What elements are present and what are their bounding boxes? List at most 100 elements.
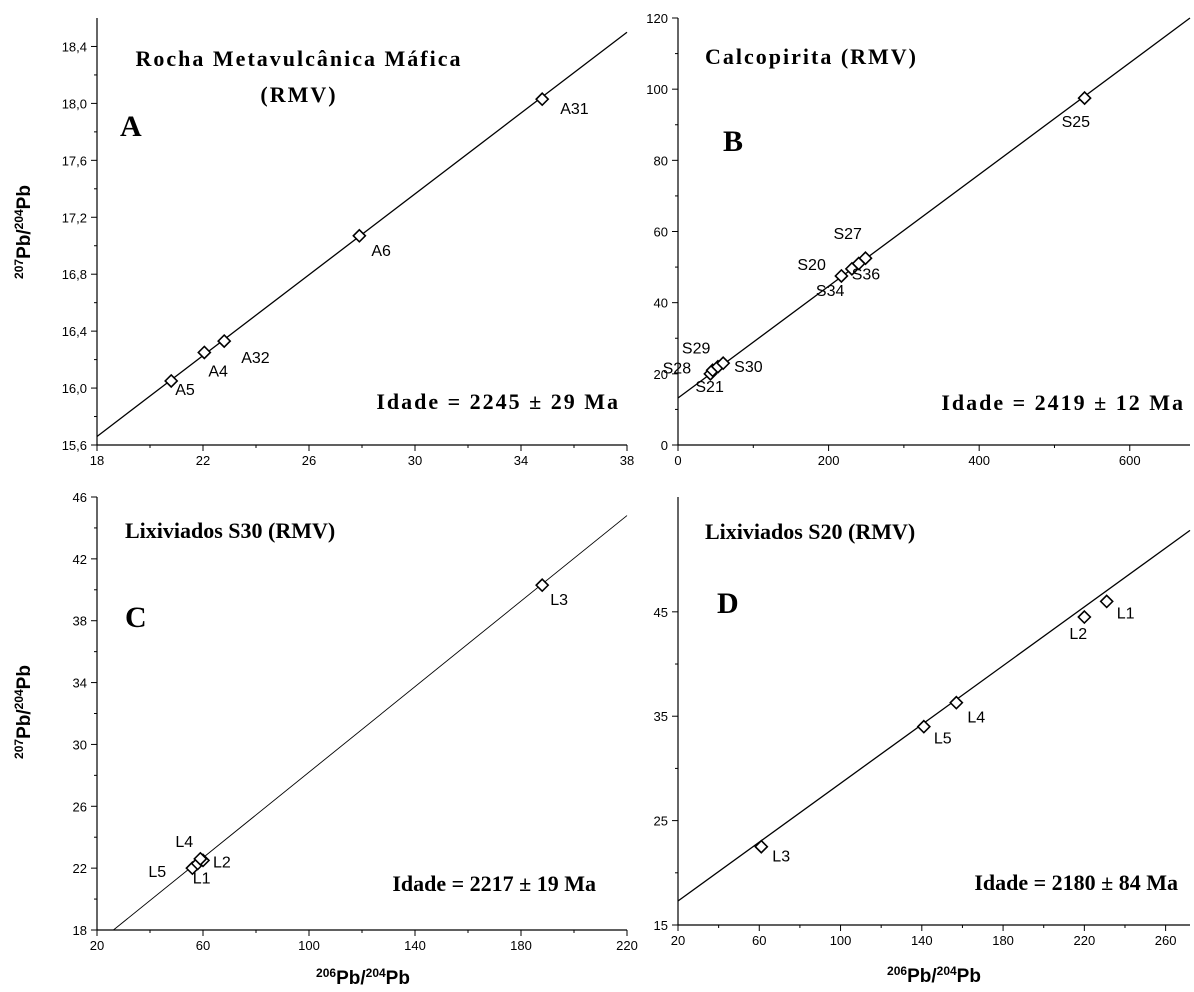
- element-text: Pb: [957, 966, 981, 987]
- data-point-l3: [754, 839, 769, 854]
- y-tick-label: 15: [654, 918, 668, 933]
- mass-number: 204: [366, 966, 386, 980]
- point-label-s30: S30: [734, 359, 763, 376]
- mass-number: 204: [937, 964, 957, 978]
- data-point-a6: [352, 228, 367, 243]
- x-tick-label: 600: [1119, 453, 1141, 468]
- x-tick-label: 20: [90, 938, 104, 953]
- x-tick-label: 200: [818, 453, 840, 468]
- y-tick-label: 80: [654, 153, 668, 168]
- y-tick-label: 40: [654, 296, 668, 311]
- panel-title: Calcopirita (RMV): [705, 44, 918, 69]
- y-tick-label: 38: [73, 614, 87, 629]
- mass-number: 207: [12, 259, 26, 279]
- y-tick-label: 25: [654, 814, 668, 829]
- x-axis-label-left: 206Pb/204Pb: [316, 966, 410, 989]
- x-tick-label: 140: [404, 938, 426, 953]
- point-label-s25: S25: [1062, 114, 1091, 131]
- age-annotation: Idade = 2217 ± 19 Ma: [392, 871, 596, 896]
- data-point-l5: [916, 719, 931, 734]
- panel-a: 18 22 26 30 34 38 15,6 16,0 16,4 16,8 17,2 17,6 18,0…: [62, 18, 634, 468]
- x-tick-label: 26: [302, 453, 316, 468]
- element-text: Pb: [386, 968, 410, 989]
- element-text: Pb: [14, 185, 35, 209]
- x-tick-label: 100: [830, 933, 852, 948]
- x-tick-label: 260: [1155, 933, 1177, 948]
- point-label-l5: L5: [934, 731, 952, 748]
- element-text: Pb: [14, 665, 35, 689]
- y-tick-label: 60: [654, 225, 668, 240]
- element-text: Pb/: [907, 966, 937, 987]
- y-tick-label: 17,6: [62, 153, 87, 168]
- panel-letter: B: [723, 125, 743, 158]
- y-tick-label: 20: [654, 367, 668, 382]
- y-tick-label: 26: [73, 799, 87, 814]
- y-tick-label: 35: [654, 709, 668, 724]
- y-tick-label: 18,4: [62, 39, 87, 54]
- x-tick-label: 180: [992, 933, 1014, 948]
- age-annotation: Idade = 2180 ± 84 Ma: [974, 870, 1178, 895]
- panel-letter: D: [717, 587, 739, 620]
- y-tick-label: 100: [646, 82, 668, 97]
- panel-letter: C: [125, 601, 147, 634]
- point-label-l1: L1: [193, 871, 211, 888]
- point-label-l4: L4: [967, 710, 985, 727]
- x-tick-label: 100: [298, 938, 320, 953]
- point-label-s28: S28: [663, 360, 692, 377]
- y-tick-label: 16,4: [62, 324, 87, 339]
- data-point-a5: [164, 373, 179, 389]
- y-axis-label-top: 207Pb/204Pb: [12, 185, 35, 279]
- data-point-l3: [535, 578, 550, 593]
- x-axis-label-right: 206Pb/204Pb: [887, 964, 981, 987]
- panel-title: Rocha Metavulcânica Máfica: [136, 46, 463, 71]
- point-label-s29: S29: [682, 341, 711, 358]
- y-tick-label: 16,8: [62, 267, 87, 282]
- data-point-a31: [535, 91, 550, 107]
- element-text: Pb/: [336, 968, 366, 989]
- y-tick-label: 46: [73, 490, 87, 505]
- panel-title: Lixiviados S30 (RMV): [125, 518, 335, 543]
- point-label-a6: A6: [371, 243, 391, 260]
- x-tick-label: 22: [196, 453, 210, 468]
- data-point-l1: [1099, 594, 1114, 609]
- x-tick-label: 140: [911, 933, 933, 948]
- point-label-l4: L4: [175, 834, 193, 851]
- y-tick-label: 42: [73, 552, 87, 567]
- point-label-a31: A31: [560, 101, 589, 118]
- x-tick-label: 180: [510, 938, 532, 953]
- element-text: Pb/: [14, 229, 35, 259]
- point-label-l2: L2: [1069, 626, 1087, 643]
- y-axis-label-bottom: 207Pb/204Pb: [12, 665, 35, 759]
- y-tick-label: 16,0: [62, 381, 87, 396]
- x-tick-label: 20: [671, 933, 685, 948]
- y-tick-label: 15,6: [62, 438, 87, 453]
- mass-number: 206: [316, 966, 336, 980]
- element-text: Pb/: [14, 709, 35, 739]
- mass-number: 204: [12, 209, 26, 229]
- point-label-a4: A4: [208, 363, 228, 380]
- point-label-l3: L3: [772, 849, 790, 866]
- data-point-a32: [217, 333, 232, 349]
- y-tick-label: 120: [646, 11, 668, 26]
- point-label-a32: A32: [241, 350, 270, 367]
- point-label-a5: A5: [175, 382, 195, 399]
- y-tick-label: 17,2: [62, 210, 87, 225]
- x-tick-label: 400: [968, 453, 990, 468]
- data-point-s27: [858, 251, 873, 266]
- y-tick-label: 0: [661, 438, 668, 453]
- x-tick-label: 60: [196, 938, 210, 953]
- point-label-s36: S36: [852, 267, 881, 284]
- panel-title: Lixiviados S20 (RMV): [705, 519, 915, 544]
- data-point-a4: [197, 345, 212, 360]
- x-tick-label: 30: [408, 453, 422, 468]
- x-tick-label: 34: [514, 453, 528, 468]
- y-tick-label: 45: [654, 605, 668, 620]
- mass-number: 207: [12, 739, 26, 759]
- isochron-line: [677, 529, 1191, 902]
- point-label-s21: S21: [695, 379, 724, 396]
- point-label-l2: L2: [213, 854, 231, 871]
- x-tick-label: 18: [90, 453, 104, 468]
- point-label-s27: S27: [833, 226, 862, 243]
